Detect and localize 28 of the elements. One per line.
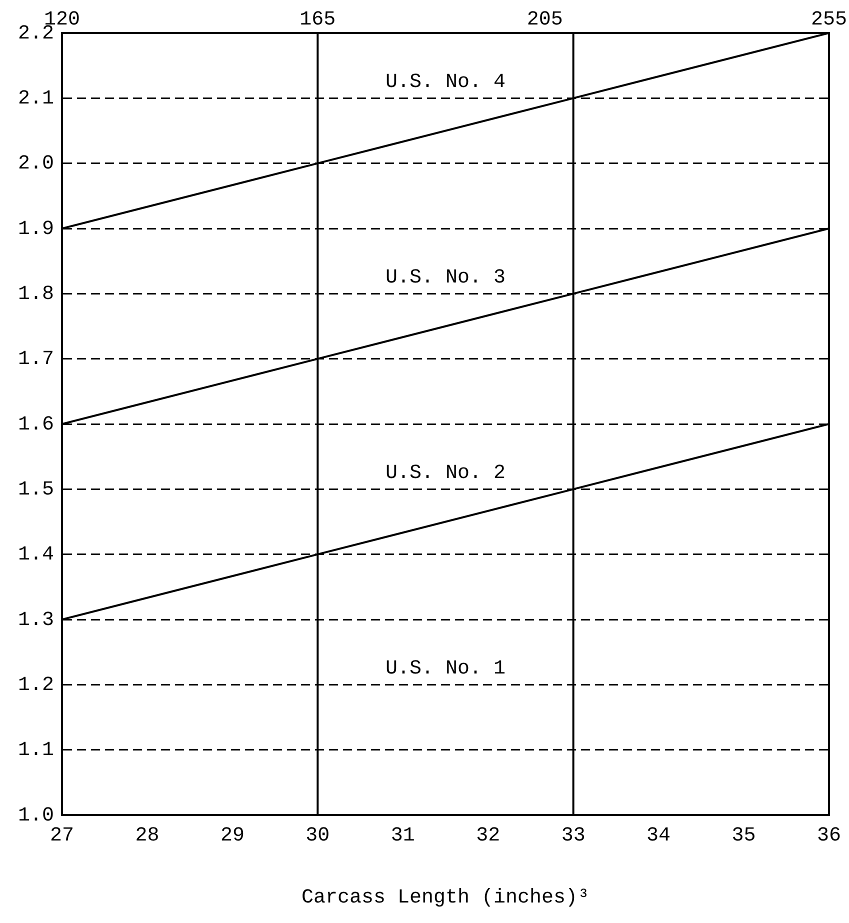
annotation: U.S. No. 4 xyxy=(385,70,506,94)
x-tick-label: 36 xyxy=(816,824,842,848)
x-axis-title: Carcass Length (inches)³ xyxy=(301,886,590,910)
y-tick-label: 1.9 xyxy=(18,218,54,241)
x2-tick-label: 165 xyxy=(300,8,336,32)
x2-tick-label: 205 xyxy=(526,8,563,32)
y-tick-label: 1.8 xyxy=(18,282,54,306)
x-tick-label: 31 xyxy=(390,824,415,848)
y-tick-label: 1.4 xyxy=(18,544,54,567)
y-tick-label: 1.3 xyxy=(18,608,54,632)
x-tick-label: 32 xyxy=(476,824,500,848)
annotation: U.S. No. 2 xyxy=(385,462,506,485)
y-tick-label: 1.7 xyxy=(18,348,54,372)
x-tick-label: 30 xyxy=(306,824,330,848)
y-tick-label: 1.2 xyxy=(18,674,54,697)
x-tick-label: 35 xyxy=(732,824,756,848)
y-tick-label: 1.6 xyxy=(18,413,54,436)
annotation: U.S. No. 1 xyxy=(385,657,506,680)
x-tick-label: 28 xyxy=(135,824,160,848)
x-tick-label: 29 xyxy=(220,824,244,848)
y-tick-label: 2.0 xyxy=(18,152,54,176)
y-tick-label: 1.1 xyxy=(18,739,54,762)
y-tick-label: 1.5 xyxy=(18,478,54,502)
x-tick-label: 33 xyxy=(561,824,586,848)
y-tick-label: 2.1 xyxy=(18,87,54,110)
x2-tick-label: 255 xyxy=(810,8,848,32)
annotation: U.S. No. 3 xyxy=(385,266,506,290)
x-tick-label: 34 xyxy=(646,824,671,848)
